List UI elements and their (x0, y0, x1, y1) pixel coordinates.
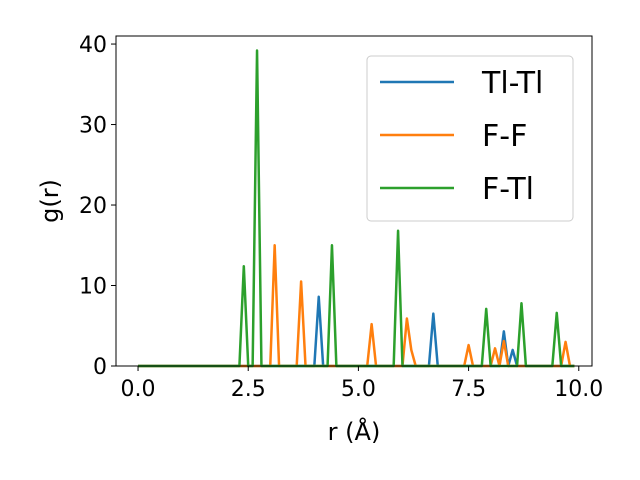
y-tick-label: 40 (79, 33, 107, 58)
x-tick-label: 10.0 (554, 377, 603, 402)
x-tick-label: 2.5 (231, 377, 266, 402)
y-tick-label: 20 (79, 194, 107, 219)
series-line-tl-tl (138, 295, 575, 368)
x-tick-label: 7.5 (451, 377, 486, 402)
plot-frame (115, 35, 593, 367)
series-line-f-f (138, 244, 575, 368)
y-tick-label: 10 (79, 275, 107, 300)
y-tick-label: 30 (79, 114, 107, 139)
legend-box (366, 55, 574, 222)
legend-label: F-Tl (482, 172, 534, 207)
legend: Tl-Tl F-F F-Tl (366, 55, 574, 222)
y-axis-ticks: 0 10 20 30 40 (79, 33, 116, 380)
y-tick-label: 0 (93, 355, 107, 380)
x-axis-label: r (Å) (328, 417, 381, 446)
y-axis-label: g(r) (36, 179, 64, 223)
x-axis-ticks: 0.0 2.5 5.0 7.5 10.0 (121, 366, 603, 402)
x-tick-label: 0.0 (121, 377, 156, 402)
legend-label: F-F (482, 119, 527, 154)
legend-label: Tl-Tl (481, 66, 543, 101)
x-tick-label: 5.0 (341, 377, 376, 402)
